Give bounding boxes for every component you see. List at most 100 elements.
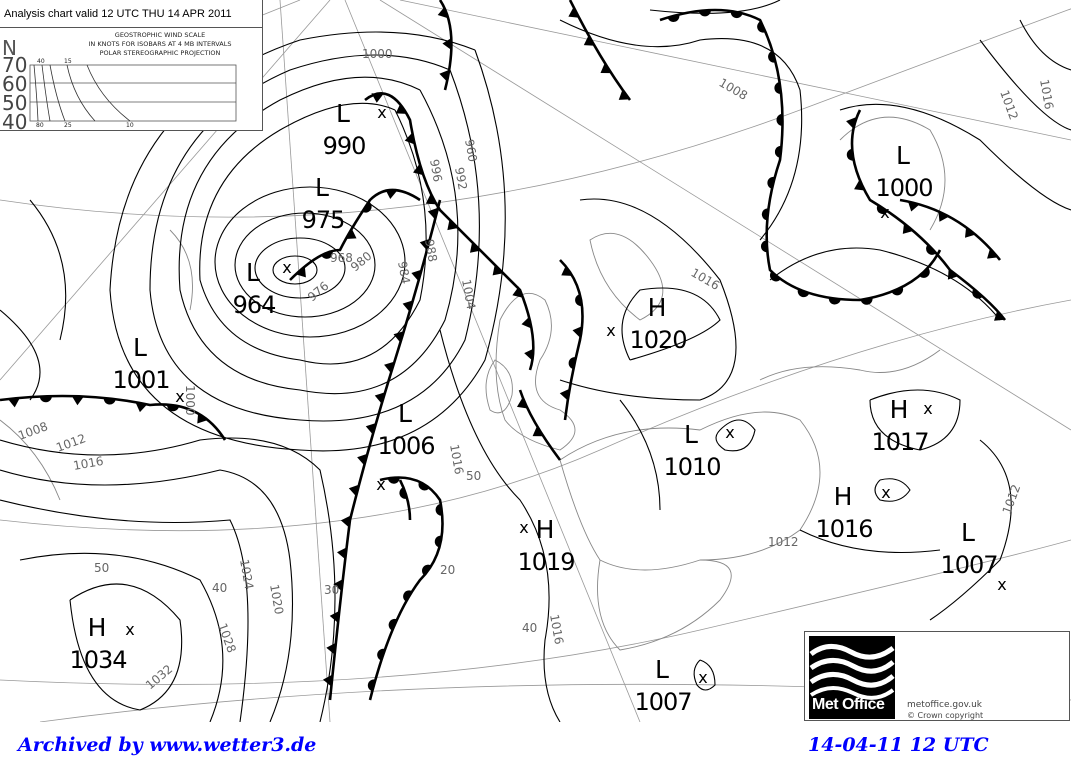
- warm-front-semicircle: [422, 564, 432, 576]
- isobar-label: 1016: [547, 613, 566, 646]
- latitude-label: 20: [440, 563, 455, 577]
- speed-label: 80: [36, 122, 44, 129]
- isobar-label: 960: [462, 138, 480, 163]
- pressure-centre-type: L: [398, 399, 412, 428]
- pressure-centre-type: H: [88, 613, 107, 642]
- cold-front-triangle: [365, 422, 377, 435]
- isobar-label: 984: [395, 260, 413, 285]
- pressure-centre-value: 1034: [69, 646, 126, 674]
- cold-front-triangle: [197, 412, 208, 424]
- lat-label: 60: [2, 72, 28, 96]
- front-symbols: [7, 6, 1005, 692]
- warm-front-semicircle: [926, 244, 937, 255]
- isobar-label: 1000: [362, 47, 393, 61]
- centre-x-marker: x: [282, 258, 291, 277]
- pressure-centre-type: H: [536, 515, 555, 544]
- cold-front-triangle: [559, 388, 570, 401]
- cold-front-triangle: [600, 63, 612, 74]
- pressure-centre-value: 1020: [629, 326, 686, 354]
- warm-front-semicircle: [387, 477, 400, 484]
- centre-x-marker: x: [175, 387, 184, 406]
- warm-front-semicircle: [403, 590, 413, 602]
- cold-front-triangle: [329, 610, 340, 623]
- warm-front-semicircle: [730, 10, 743, 19]
- cold-front-triangle: [404, 132, 415, 145]
- pressure-centre-value: 1006: [377, 432, 434, 460]
- latitude-label: 50: [466, 469, 481, 483]
- centre-x-marker: x: [881, 483, 890, 502]
- warm-front-semicircle: [774, 145, 782, 158]
- cold-front-triangle: [135, 402, 148, 413]
- timestamp: 14-04-11 12 UTC: [808, 734, 989, 756]
- cold-front-triangle: [561, 265, 573, 276]
- pressure-centre-value: 990: [323, 132, 366, 160]
- isobars: [0, 0, 1071, 722]
- latitude-label: 40: [522, 621, 537, 635]
- website: metoffice.gov.uk: [907, 700, 983, 710]
- isobar-label: 1016: [1037, 78, 1056, 111]
- pressure-centre-value: 1007: [940, 551, 997, 579]
- warm-front-semicircle: [876, 204, 888, 215]
- cold-front-triangle: [964, 226, 976, 238]
- warm-front-semicircle: [761, 240, 768, 253]
- warm-front-semicircle: [767, 176, 775, 189]
- pressure-centre-type: L: [684, 420, 698, 449]
- cold-front-triangle: [492, 264, 504, 276]
- met-office-logo-box: Met Office metoffice.gov.uk © Crown copy…: [804, 631, 1070, 721]
- warm-front-semicircle: [828, 297, 841, 305]
- pressure-centre-value: 1019: [517, 548, 574, 576]
- warm-front-semicircle: [388, 618, 397, 631]
- archive-credit: Archived by www.wetter3.de: [18, 734, 317, 756]
- centre-x-marker: x: [606, 321, 615, 340]
- pressure-centre-type: L: [896, 141, 910, 170]
- copyright: © Crown copyright: [907, 711, 984, 720]
- centre-markers: x x x x x x x x x x x x x: [125, 103, 1006, 687]
- speed-label: 15: [64, 58, 72, 65]
- cold-front-triangle: [385, 189, 398, 199]
- footer: Archived by www.wetter3.de 14-04-11 12 U…: [0, 722, 1071, 759]
- cold-front-triangle: [907, 201, 920, 212]
- warm-front-semicircle: [919, 267, 930, 278]
- warm-front-semicircle: [860, 297, 873, 305]
- centre-x-marker: x: [698, 668, 707, 687]
- pressure-centres: L990L975L964L1001L1006H1020L1010L1000H10…: [69, 99, 998, 716]
- cold-front-triangle: [568, 7, 580, 18]
- wind-scale-projection: POLAR STEREOGRAPHIC PROJECTION: [99, 49, 221, 57]
- wind-scale-graph: 40 15 80 25 10: [29, 58, 237, 129]
- warm-front-semicircle: [103, 397, 116, 405]
- centre-x-marker: x: [125, 620, 134, 639]
- warm-front-semicircle: [435, 503, 443, 516]
- cold-front-triangle: [345, 228, 357, 240]
- cold-front-triangle: [384, 361, 395, 374]
- coastlines: [0, 116, 946, 651]
- lat-label: 40: [2, 110, 28, 134]
- pressure-centre-value: 1007: [634, 688, 691, 716]
- pressure-centre-value: 1016: [815, 515, 872, 543]
- isobar-label: 1024: [237, 558, 256, 591]
- warm-front-semicircle: [774, 82, 782, 94]
- warm-front-semicircle: [434, 535, 443, 548]
- isobar-label: 996: [427, 158, 445, 183]
- cold-front-triangle: [374, 392, 386, 404]
- warm-front-semicircle: [761, 208, 769, 221]
- warm-front-semicircle: [39, 396, 52, 403]
- speed-label: 25: [64, 122, 72, 129]
- pressure-centre-type: L: [655, 655, 669, 684]
- synoptic-chart: x x x x x x x x x x x x x L 990 L 975 L 964 L 1…: [0, 0, 1071, 722]
- cold-front-triangle: [854, 179, 865, 191]
- cold-front-triangle: [323, 674, 333, 687]
- warm-front-semicircle: [377, 648, 386, 661]
- cold-front-triangle: [437, 6, 449, 19]
- cold-front-triangle: [393, 331, 404, 343]
- isobar-label: 1000: [183, 385, 197, 416]
- cold-front-triangle: [618, 89, 630, 100]
- cold-front-triangle: [846, 117, 857, 129]
- logo-text: Met Office: [812, 696, 885, 713]
- pressure-centre-value: 1000: [875, 174, 932, 202]
- cold-front-triangle: [427, 207, 439, 220]
- centre-x-marker: x: [377, 103, 386, 122]
- cold-front-triangle: [348, 484, 360, 497]
- isobar-label: 1016: [72, 454, 105, 473]
- cold-front-triangle: [439, 69, 450, 82]
- warm-front-semicircle: [320, 251, 333, 259]
